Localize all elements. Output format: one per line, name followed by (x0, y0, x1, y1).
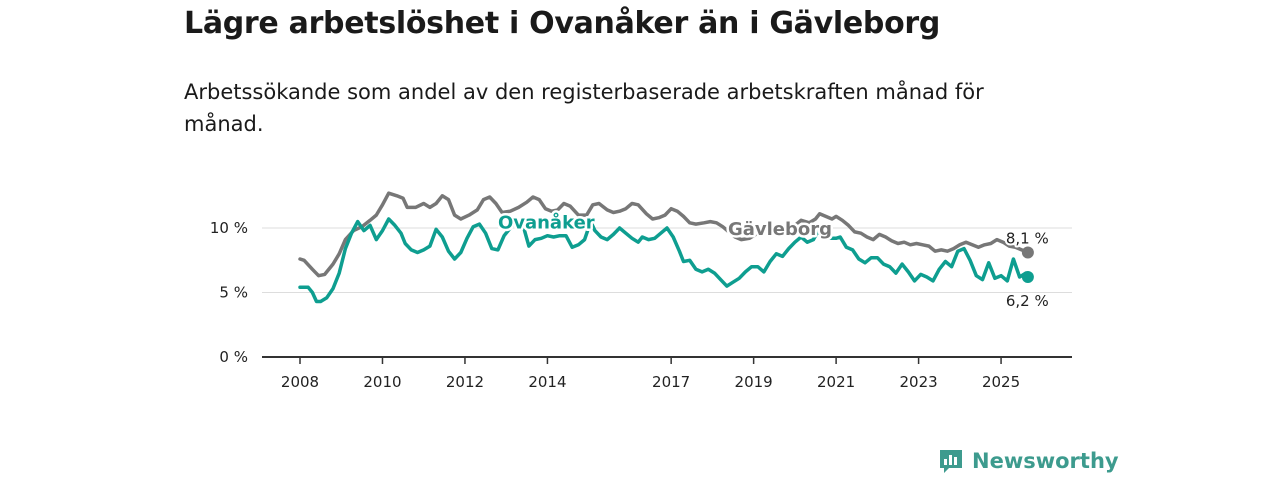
chart-title: Lägre arbetslöshet i Ovanåker än i Gävle… (184, 6, 941, 41)
series-line-ovanaker (298, 217, 1030, 304)
series-lines (298, 191, 1034, 304)
brand-name: Newsworthy (972, 449, 1119, 473)
x-tick-label: 2025 (982, 373, 1020, 391)
y-tick-label: 10 % (210, 219, 248, 237)
series-line-gavleborg (298, 191, 1030, 278)
x-tick-label: 2021 (817, 373, 855, 391)
end-value-label-gavleborg: 8,1 % (1006, 230, 1049, 248)
series-label-ovanaker: Ovanåker (498, 212, 595, 234)
y-axis-ticks: 0 % 5 % 10 % (210, 219, 248, 366)
x-tick-label: 2014 (528, 373, 566, 391)
end-value-label-ovanaker: 6,2 % (1006, 292, 1049, 310)
x-axis-ticks: 2008 2010 2012 2014 2017 2019 2021 2023 2025 (281, 357, 1020, 391)
x-tick-label: 2017 (652, 373, 690, 391)
series-label-gavleborg: Gävleborg (728, 219, 832, 240)
y-tick-label: 5 % (219, 284, 248, 302)
end-point-ovanaker (1021, 271, 1034, 284)
x-tick-label: 2019 (735, 373, 773, 391)
series-labels: Gävleborg 8,1 % Ovanåker 6,2 % (495, 209, 1050, 312)
x-tick-label: 2012 (446, 373, 484, 391)
newsworthy-logo: Newsworthy (938, 448, 1119, 474)
y-tick-label: 0 % (219, 348, 248, 366)
bar-chart-speech-icon (940, 450, 962, 473)
x-tick-label: 2008 (281, 373, 319, 391)
x-tick-label: 2010 (363, 373, 401, 391)
x-tick-label: 2023 (899, 373, 937, 391)
chart-subtitle: Arbetssökande som andel av den registerb… (184, 80, 984, 136)
end-point-gavleborg (1021, 246, 1034, 259)
gridlines (262, 227, 1072, 293)
